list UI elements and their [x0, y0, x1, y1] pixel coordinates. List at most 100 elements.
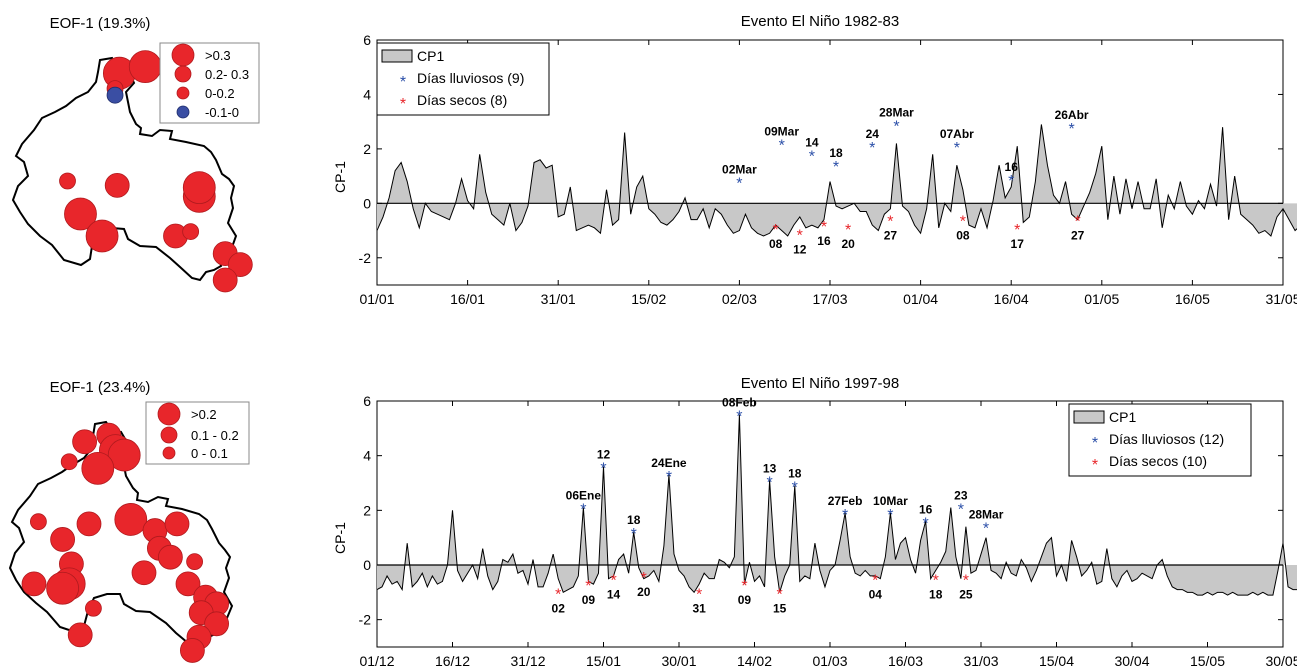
x-tick-label: 31/12 [510, 653, 545, 669]
x-tick-label: 15/04 [1039, 653, 1074, 669]
station-marker [157, 544, 183, 570]
rainy-day-marker: * [600, 461, 606, 478]
legend-dry-label: Días secos (8) [417, 92, 507, 108]
station-marker [179, 638, 205, 663]
station-marker [106, 86, 124, 104]
station-marker [175, 571, 201, 597]
rainy-day-label: 18 [829, 146, 843, 160]
legend-cp1-swatch [1073, 410, 1105, 424]
x-tick-label: 30/01 [661, 653, 696, 669]
dry-day-marker: * [610, 573, 616, 590]
y-tick-label: 0 [363, 195, 371, 211]
legend-rainy-label: Días lluviosos (9) [417, 70, 524, 86]
x-tick-label: 01/12 [359, 653, 394, 669]
rainy-day-label: 24 [866, 127, 880, 141]
station-marker [50, 527, 75, 552]
legend-rainy-marker: * [1092, 435, 1098, 452]
map-legend-1: >0.3 0.2- 0.3 0-0.2 -0.1-0 [159, 42, 260, 124]
map-title-2: EOF-1 (23.4%) [50, 379, 151, 396]
y-tick-label: 6 [363, 393, 371, 409]
rainy-day-marker: * [1068, 121, 1074, 138]
rainy-day-marker: * [766, 474, 772, 491]
dry-day-marker: * [641, 570, 647, 587]
chart-legend: CP1 * Días lluviosos (9) * Días secos (8… [376, 42, 550, 116]
rainy-day-label: 16 [919, 502, 933, 516]
chart-legend: CP1 * Días lluviosos (12) * Días secos (… [1068, 403, 1252, 477]
rainy-day-label: 09Mar [764, 124, 799, 138]
station-marker [227, 252, 253, 278]
y-axis-label: CP-1 [332, 161, 348, 193]
rainy-day-label: 28Mar [879, 105, 914, 119]
dry-day-marker: * [696, 586, 702, 603]
dry-day-marker: * [960, 214, 966, 231]
legend-rainy-marker: * [400, 74, 406, 91]
y-axis-label: CP-1 [332, 522, 348, 554]
legend-marker [160, 426, 178, 444]
rainy-day-marker: * [923, 515, 929, 532]
x-tick-label: 01/05 [1084, 291, 1119, 307]
rainy-day-marker: * [736, 409, 742, 426]
legend-marker [171, 43, 195, 67]
legend-marker [162, 446, 176, 460]
dry-day-marker: * [1075, 214, 1081, 231]
station-markers-2 [21, 422, 230, 663]
x-tick-label: 01/01 [359, 291, 394, 307]
rainy-day-marker: * [779, 137, 785, 154]
station-marker [85, 219, 119, 253]
dry-day-label: 27 [1071, 229, 1085, 243]
x-tick-label: 16/01 [450, 291, 485, 307]
dry-day-label: 09 [582, 593, 596, 607]
station-marker [64, 197, 97, 231]
map-panel-2: EOF-1 (23.4%) >0.2 0.1 - 0.2 0 - 0.1 [8, 379, 250, 663]
dry-day-marker: * [741, 578, 747, 595]
station-marker [204, 611, 230, 637]
rainy-day-label: 27Feb [828, 494, 863, 508]
legend-cp1-label: CP1 [1109, 409, 1136, 425]
chart-title: Evento El Niño 1982-83 [741, 13, 899, 30]
rainy-day-label: 18 [788, 467, 802, 481]
dry-day-marker: * [821, 219, 827, 236]
rainy-day-marker: * [631, 526, 637, 543]
rainy-day-label: 10Mar [873, 494, 908, 508]
rainy-day-label: 08Feb [722, 396, 757, 410]
x-tick-label: 31/05 [1265, 291, 1297, 307]
station-marker [131, 560, 157, 586]
station-marker [114, 503, 148, 536]
station-marker [46, 571, 79, 605]
dry-day-label: 12 [793, 242, 807, 256]
legend-label: -0.1-0 [205, 105, 239, 120]
x-tick-label: 16/12 [435, 653, 470, 669]
legend-label: 0-0.2 [205, 86, 235, 101]
legend-label: 0.1 - 0.2 [191, 428, 239, 443]
x-tick-label: 15/02 [631, 291, 666, 307]
station-marker [21, 571, 47, 597]
cp1-line [376, 414, 1297, 596]
dry-day-label: 16 [817, 234, 831, 248]
rainy-day-label: 24Ene [651, 456, 687, 470]
dry-day-marker: * [1014, 222, 1020, 239]
station-marker [72, 429, 97, 455]
dry-day-label: 14 [607, 588, 621, 602]
dry-day-label: 27 [884, 229, 898, 243]
rainy-day-marker: * [1008, 173, 1014, 190]
rainy-day-marker: * [869, 140, 875, 157]
x-tick-label: 31/03 [963, 653, 998, 669]
rainy-day-marker: * [833, 159, 839, 176]
rainy-day-label: 14 [805, 135, 819, 149]
x-tick-label: 01/04 [903, 291, 938, 307]
x-tick-label: 31/01 [541, 291, 576, 307]
station-marker [128, 50, 162, 83]
station-marker [182, 223, 200, 241]
rainy-day-marker: * [580, 502, 586, 519]
rainy-day-label: 26Abr [1055, 108, 1089, 122]
rainy-day-marker: * [792, 480, 798, 497]
station-marker [85, 599, 102, 617]
legend-marker [176, 105, 190, 119]
x-tick-label: 30/04 [1114, 653, 1149, 669]
station-marker [59, 172, 76, 190]
rainy-day-label: 02Mar [722, 163, 757, 177]
legend-dry-marker: * [1092, 457, 1098, 474]
y-tick-label: 4 [363, 448, 371, 464]
